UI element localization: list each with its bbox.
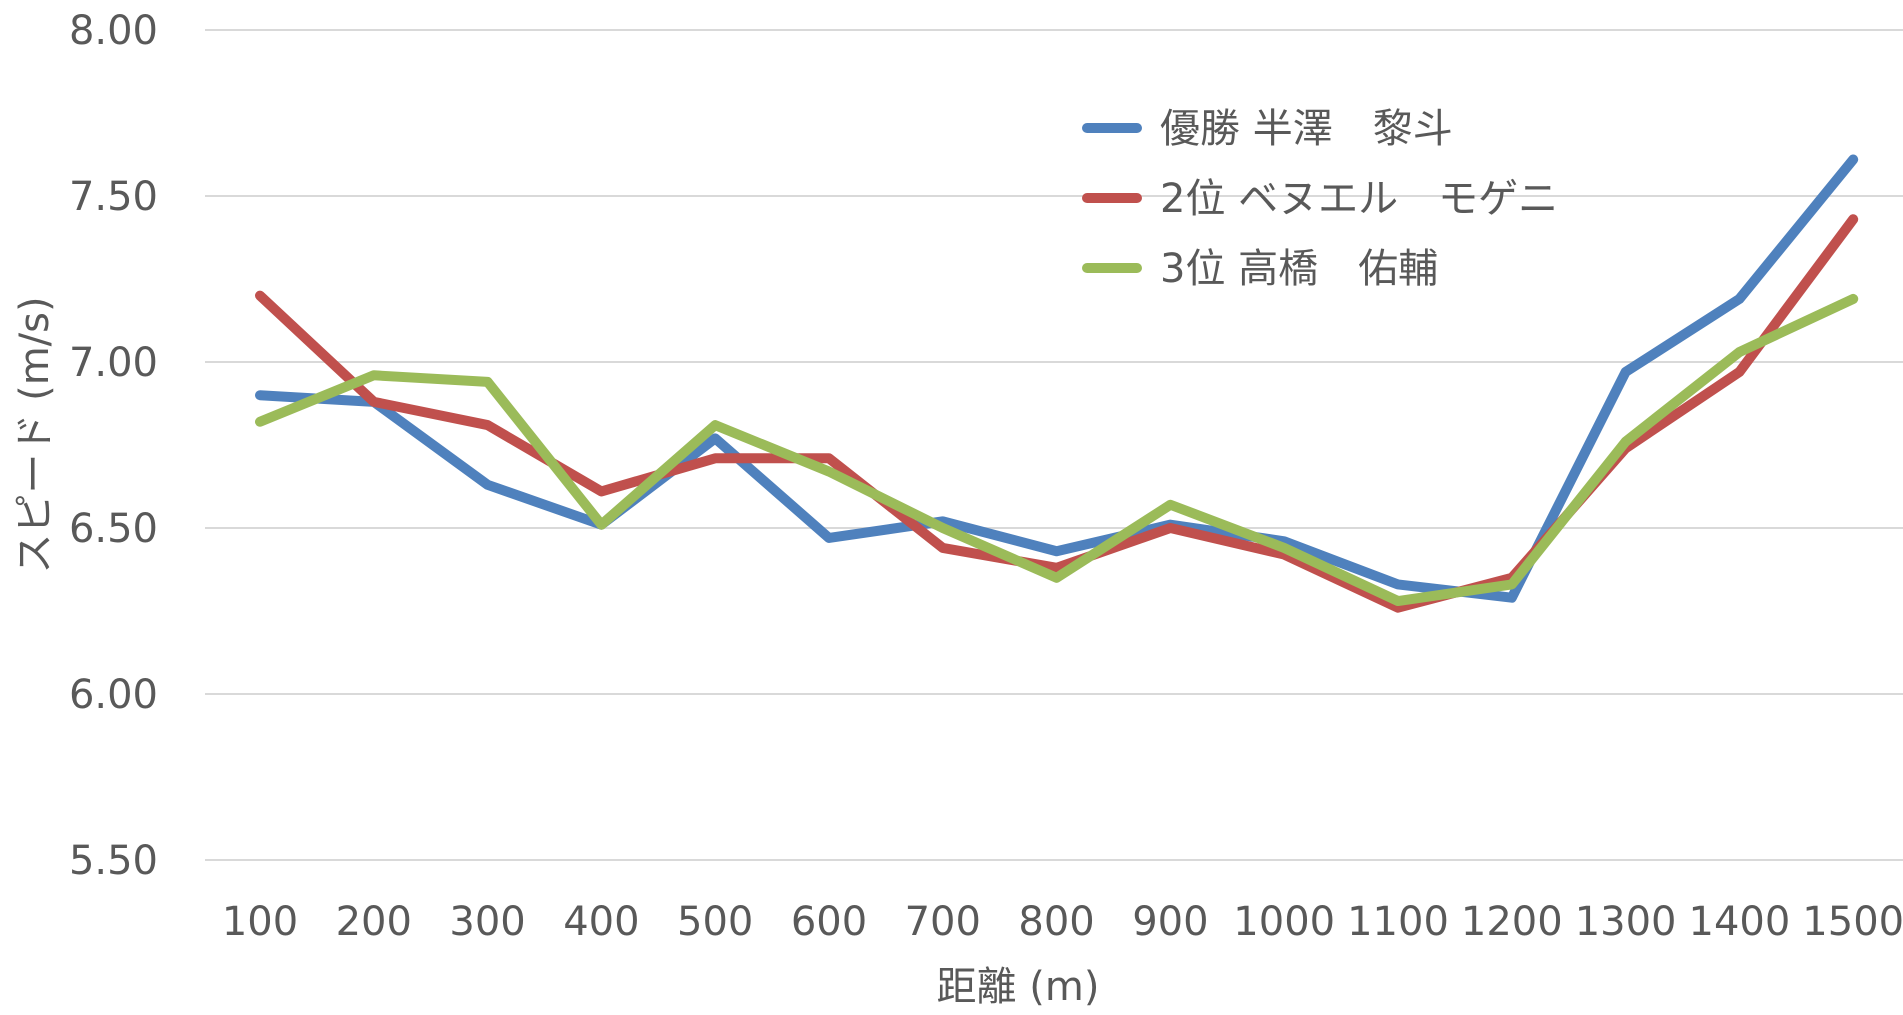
x-tick-label: 700 — [905, 899, 981, 945]
x-tick-label: 800 — [1018, 899, 1094, 945]
x-tick-label: 600 — [791, 899, 867, 945]
x-tick-label: 100 — [222, 899, 298, 945]
series-line-1 — [255, 154, 1859, 603]
y-axis-ticks: 5.50 6.00 6.50 7.00 7.50 8.00 — [69, 8, 158, 884]
x-axis-title: 距離 (m) — [937, 964, 1100, 1010]
y-tick-label: 6.50 — [69, 506, 158, 552]
legend: 優勝 半澤 黎斗 2位 ベヌエル モゲニ 3位 高橋 佑輔 — [1082, 106, 1558, 292]
series-line-3 — [255, 293, 1859, 607]
y-axis-title: スピード (m/s) — [12, 296, 58, 573]
x-tick-label: 900 — [1132, 899, 1208, 945]
y-tick-label: 7.00 — [69, 340, 158, 386]
legend-label: 優勝 半澤 黎斗 — [1160, 106, 1453, 152]
x-tick-label: 500 — [677, 899, 753, 945]
x-tick-label: 1300 — [1575, 899, 1677, 945]
x-tick-label: 200 — [336, 899, 412, 945]
x-tick-label: 1100 — [1347, 899, 1449, 945]
legend-label: 3位 高橋 佑輔 — [1160, 246, 1438, 292]
x-tick-label: 1400 — [1689, 899, 1791, 945]
x-tick-label: 1000 — [1233, 899, 1335, 945]
x-tick-label: 1200 — [1461, 899, 1563, 945]
x-tick-label: 1500 — [1802, 899, 1903, 945]
gridlines — [205, 29, 1903, 861]
x-tick-label: 300 — [449, 899, 525, 945]
y-tick-label: 5.50 — [69, 838, 158, 884]
y-tick-label: 8.00 — [69, 8, 158, 54]
x-tick-label: 400 — [563, 899, 639, 945]
y-tick-label: 6.00 — [69, 672, 158, 718]
legend-label: 2位 ベヌエル モゲニ — [1160, 176, 1558, 222]
y-tick-label: 7.50 — [69, 174, 158, 220]
series-lines — [255, 154, 1859, 613]
x-axis-ticks: 100 200 300 400 500 600 700 800 900 1000 1100 1200 1… — [222, 899, 1903, 945]
